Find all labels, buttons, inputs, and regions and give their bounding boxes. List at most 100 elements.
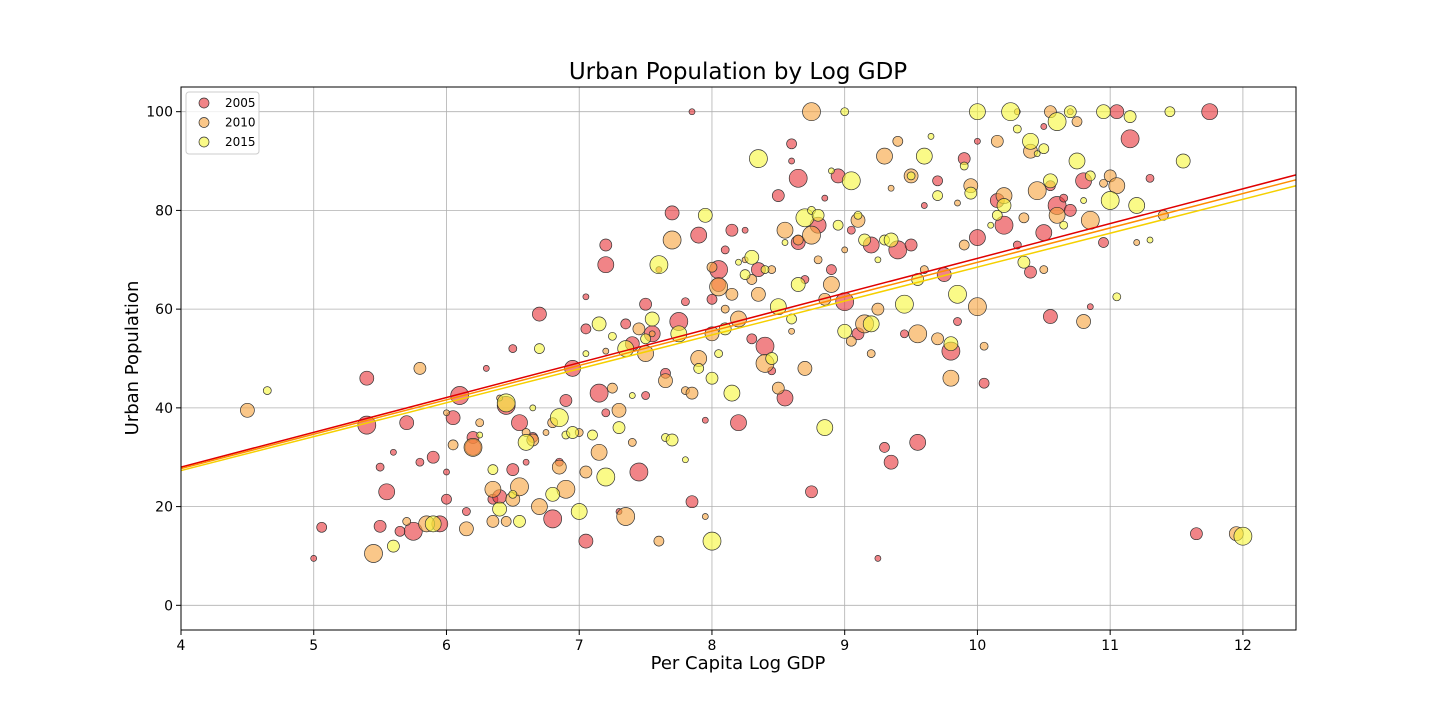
data-point-2010 [709,277,728,297]
data-point-2010 [876,147,893,165]
data-point-2005 [909,434,927,451]
data-point-2010 [1076,314,1091,329]
legend-label-2015: 2015 [225,135,256,149]
data-points [240,102,1253,563]
data-point-2005 [725,223,739,237]
x-tick-label: 7 [575,638,584,654]
data-point-2005 [462,507,471,516]
data-point-2015 [964,186,978,200]
data-point-2015 [765,352,779,365]
data-point-2005 [664,205,680,221]
data-point-2010 [720,304,730,314]
fit-lines [180,174,1297,472]
data-point-2015 [948,284,967,304]
data-point-2015 [513,515,526,528]
data-point-2015 [1043,173,1058,189]
data-point-2005 [1098,237,1109,248]
data-point-2015 [582,350,590,357]
data-point-2005 [1040,123,1048,130]
data-point-2005 [688,108,696,116]
data-point-2010 [459,521,474,537]
data-point-2005 [974,137,981,145]
data-point-2010 [887,184,895,192]
data-point-2005 [589,383,609,403]
data-point-2010 [908,324,928,344]
data-point-2010 [364,544,383,563]
data-point-2010 [531,498,548,515]
data-point-2015 [883,232,899,248]
data-point-2015 [943,336,959,352]
data-point-2010 [658,373,673,389]
data-point-2005 [730,414,747,432]
data-point-2005 [746,333,758,345]
data-point-2015 [1164,106,1176,118]
data-point-2005 [701,416,709,424]
data-point-2015 [570,503,588,520]
data-point-2005 [883,454,899,470]
data-point-2015 [895,294,914,314]
fit-line-2015 [180,185,1297,472]
x-tick-label: 10 [969,638,987,654]
data-point-2010 [788,327,795,335]
data-point-2010 [892,135,904,147]
data-point-2015 [1068,152,1086,170]
y-tick-label: 60 [155,302,173,318]
data-point-2010 [841,246,849,254]
data-point-2010 [632,322,646,336]
data-point-2015 [996,198,1012,213]
data-point-2015 [874,256,882,264]
grid-lines [180,87,1296,630]
data-point-2005 [641,391,650,400]
data-point-2010 [1027,181,1047,201]
x-tick-label: 8 [707,638,716,654]
data-point-2005 [511,414,528,432]
data-point-2005 [522,458,530,466]
data-point-2010 [616,507,636,526]
data-point-2015 [587,429,598,441]
data-point-2005 [720,245,730,255]
data-point-2015 [769,298,787,316]
data-point-2015 [612,421,626,434]
data-point-2015 [545,486,561,502]
data-point-2010 [648,330,656,338]
data-point-2005 [681,297,690,307]
data-point-2005 [399,415,415,431]
data-point-2005 [394,525,406,537]
data-point-2010 [579,465,593,479]
x-tick-label: 12 [1234,638,1252,654]
data-point-2015 [1022,132,1039,150]
fit-line-2005 [180,174,1297,468]
fit-line-2010 [180,179,1297,470]
data-point-2015 [693,363,705,374]
data-point-2015 [1033,150,1041,157]
data-point-2005 [1201,103,1219,121]
data-point-2010 [402,517,412,526]
data-point-2015 [828,167,835,175]
data-point-2015 [566,426,579,439]
data-point-2015 [596,467,616,487]
data-point-2005 [426,450,440,464]
data-point-2005 [685,495,699,509]
y-tick-label: 20 [155,500,173,516]
data-point-2005 [359,370,375,386]
data-point-2015 [969,103,986,121]
data-point-2010 [871,302,885,316]
data-point-2005 [826,264,837,275]
data-point-2005 [994,215,1014,235]
data-point-2005 [1145,173,1155,183]
data-point-2010 [443,409,450,417]
data-point-2010 [484,480,502,498]
data-point-2015 [640,333,651,345]
x-tick-label: 6 [442,638,451,654]
data-point-2010 [954,199,961,207]
data-point-2005 [788,168,808,188]
data-point-2015 [1063,105,1077,119]
data-point-2005 [920,202,928,209]
data-point-2010 [1133,239,1141,246]
data-point-2005 [373,519,387,533]
data-point-2015 [739,269,751,280]
data-point-2005 [904,238,918,252]
data-point-2010 [942,369,960,387]
data-point-2015 [1017,255,1031,269]
